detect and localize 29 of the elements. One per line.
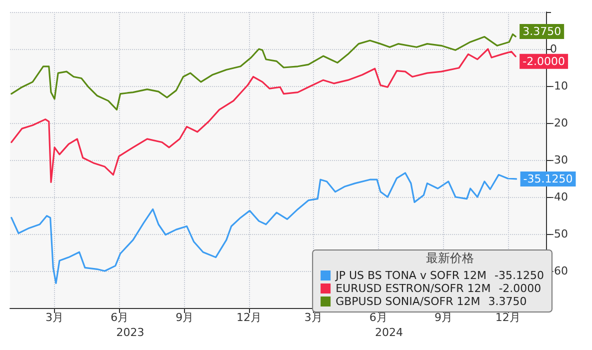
x2-tick-label: 2024 [375,326,404,339]
x2-tick-label: 2023 [116,326,144,339]
x-tick-label: 9月 [176,311,194,324]
y-tick-label: -60 [550,264,568,278]
x-tick-label: 3月 [46,311,64,324]
x-tick-label: 12月 [236,311,262,324]
data-label: 3.3750 [522,25,562,38]
x-tick-label: 9月 [434,311,452,324]
line-series [10,33,516,110]
y-tick-label: -10 [550,80,568,92]
legend-label: JP US BS TONA v SOFR 12M [334,269,487,282]
x-tick-label: 12月 [495,311,520,324]
legend-title: 最新价格 [426,251,474,265]
line-series [10,48,516,183]
y-tick-label: -50 [550,228,568,240]
y-tick-label: -20 [550,116,568,130]
legend-label: EURUSD ESTRON/SOFR 12M [336,282,491,295]
y-tick-label: -30 [550,154,568,166]
y-tick-label: -40 [550,190,568,204]
data-label: -35.1250 [523,172,573,186]
x-tick-label: 6月 [369,311,388,324]
text: -35.1250 [494,269,544,282]
legend-label: GBPUSD SONIA/SOFR 12M [336,295,480,308]
text: 3.3750 [488,295,527,308]
x-tick-label: 3月 [304,311,322,324]
data-label: -2.0000 [522,54,566,68]
y-tick-label: 0 [550,42,557,56]
x-tick-label: 6月 [110,311,129,324]
text: -2.0000 [498,282,542,295]
